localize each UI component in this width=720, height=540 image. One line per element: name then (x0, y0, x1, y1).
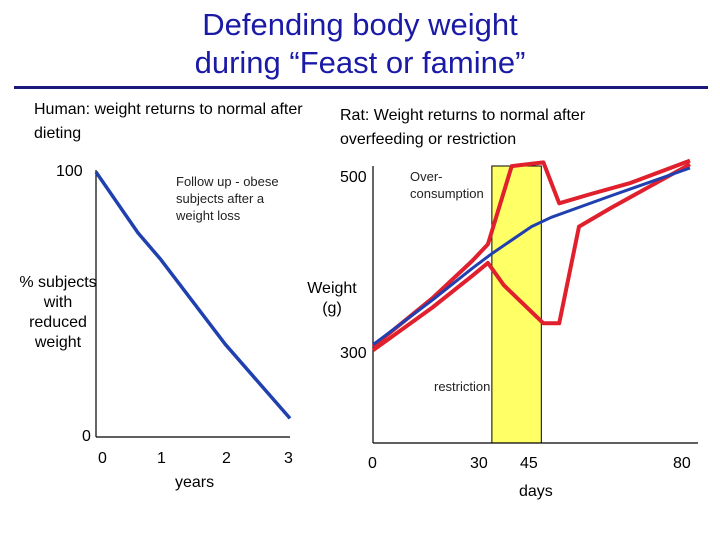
slide-title-line2: during “Feast or famine” (194, 45, 526, 80)
rat-x-tick-45: 45 (520, 455, 538, 472)
human-x-tick-0: 0 (98, 450, 107, 467)
rat-x-tick-80: 80 (673, 455, 691, 472)
human-x-tick-1: 1 (157, 450, 166, 467)
slide-title-line1: Defending body weight (202, 7, 518, 42)
restriction-label: restriction (434, 379, 491, 394)
human-y-tick-100: 100 (56, 163, 83, 180)
human-y-label: % subjects with reduced weight (19, 274, 97, 351)
rat-x-label: days (519, 483, 553, 500)
human-x-tick-3: 3 (284, 450, 293, 467)
human-series-line (94, 171, 292, 420)
rat-y-tick-300: 300 (340, 345, 367, 362)
rat-x-tick-0: 0 (368, 455, 377, 472)
rat-x-tick-30: 30 (470, 455, 488, 472)
human-panel-title: Human: weight returns to normal after di… (34, 101, 303, 142)
rat-series-restricted (371, 162, 691, 352)
human-x-tick-2: 2 (222, 450, 231, 467)
title-underline (14, 86, 708, 89)
highlight-period (491, 165, 542, 444)
human-y-tick-0: 0 (82, 428, 91, 445)
human-x-label: years (175, 474, 215, 491)
rat-y-label: Weight (g) (307, 280, 357, 317)
rat-panel-title: Rat: Weight returns to normal after over… (340, 107, 586, 148)
rat-series-overfed (371, 158, 691, 349)
rat-y-tick-500: 500 (340, 169, 367, 186)
human-annotation: Follow up - obese subjects after a weigh… (176, 174, 279, 223)
rat-series-control (372, 166, 691, 346)
over-consumption-label: Over-consumption (410, 169, 484, 201)
slide-title: Defending body weight during “Feast or f… (0, 6, 720, 82)
